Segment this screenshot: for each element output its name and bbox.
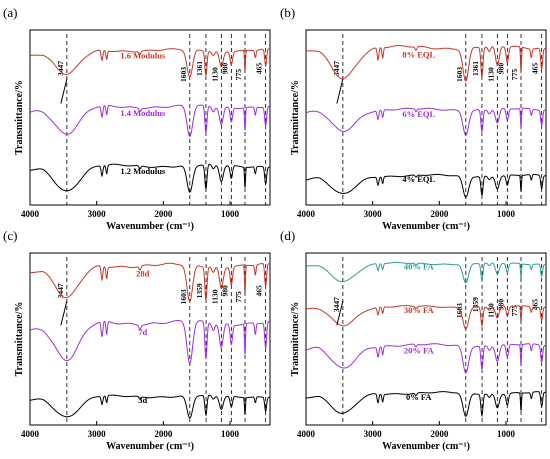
series-label: 1.2 Modulus xyxy=(120,166,166,176)
peak-label: 1361 xyxy=(471,61,480,76)
x-tick-label: 2000 xyxy=(430,209,449,219)
x-axis-label: Wavenumber (cm⁻¹) xyxy=(382,221,470,232)
peak-label: 980 xyxy=(220,285,229,297)
x-tick-label: 1000 xyxy=(221,429,240,439)
peak-label: 1603 xyxy=(179,289,188,304)
series-label: 1.4 Modulus xyxy=(120,108,166,118)
panel-letter: (c) xyxy=(3,228,17,243)
panel-d: (d) 4000 3000 2000 1000 Wavenumber (cm⁻¹) Tran… xyxy=(280,228,547,452)
peak-label: 465 xyxy=(255,63,264,75)
x-tick-label: 3000 xyxy=(364,429,383,439)
peak-label: 1130 xyxy=(210,289,219,304)
peak-label: 1130 xyxy=(210,67,219,82)
series-line xyxy=(306,391,547,418)
peak-label: 1130 xyxy=(486,303,495,318)
peak-label: 465 xyxy=(531,63,540,75)
peak-label: 980 xyxy=(496,63,505,75)
series-label: 40% FA xyxy=(404,261,435,271)
panel-a: (a) 4000 3000 2000 1000 Wavenumber (cm⁻¹) Tran… xyxy=(3,5,271,232)
x-tick-label: 3000 xyxy=(88,209,107,219)
series-label: 6% EQL xyxy=(402,109,435,119)
series-label: 30% FA xyxy=(404,305,435,315)
peak-label: 3447 xyxy=(332,61,341,76)
panel-letter: (b) xyxy=(280,5,295,20)
series-label: 4% EQL xyxy=(402,174,435,184)
series-line xyxy=(29,320,271,364)
x-axis-label: Wavenumber (cm⁻¹) xyxy=(106,441,194,452)
peak-label: 3447 xyxy=(56,61,65,76)
x-tick-label: 4000 xyxy=(297,209,316,219)
plot-frame xyxy=(29,29,271,206)
series-line xyxy=(30,394,270,419)
peak-label: 465 xyxy=(531,299,540,311)
x-tick-label: 4000 xyxy=(21,429,40,439)
plot-frame xyxy=(305,252,547,426)
series-label: 20% FA xyxy=(404,345,435,355)
x-tick-label: 4000 xyxy=(21,209,40,219)
peak-label: 1603 xyxy=(455,67,464,82)
series-line xyxy=(29,163,270,193)
y-axis-label: Transmittance/% xyxy=(14,80,25,155)
y-axis-label: Transmittance/% xyxy=(290,302,301,377)
series-line xyxy=(29,262,271,302)
series-line xyxy=(305,343,547,374)
x-tick-label: 2000 xyxy=(154,209,173,219)
x-tick-label: 2000 xyxy=(430,429,449,439)
series-line xyxy=(305,44,547,82)
peak-label: 980 xyxy=(496,299,505,311)
panel-letter: (d) xyxy=(280,228,295,243)
peak-label: 465 xyxy=(255,285,264,297)
plot-frame xyxy=(29,252,271,426)
series-label: 28d xyxy=(136,269,150,279)
series-label: 7d xyxy=(138,327,147,337)
x-tick-label: 3000 xyxy=(364,209,383,219)
series-line xyxy=(305,305,546,330)
peak-arrow xyxy=(60,78,68,104)
panel-letter: (a) xyxy=(3,5,17,20)
peak-label: 980 xyxy=(220,63,229,75)
peak-label: 1603 xyxy=(455,303,464,318)
series-line xyxy=(29,104,271,137)
plot-frame xyxy=(305,29,547,206)
y-axis-label: Transmittance/% xyxy=(290,80,301,155)
peak-arrow xyxy=(60,301,68,326)
series-line xyxy=(306,261,547,284)
x-tick-label: 3000 xyxy=(88,429,107,439)
peak-arrow xyxy=(336,301,344,326)
peak-label: 3447 xyxy=(56,283,65,298)
peak-label: 775 xyxy=(510,305,519,317)
panel-c: (c) 4000 3000 2000 1000 Wavenumber (cm⁻¹) Tran… xyxy=(3,228,271,452)
series-line xyxy=(305,107,547,136)
x-tick-label: 4000 xyxy=(297,429,316,439)
x-tick-label: 1000 xyxy=(497,209,516,219)
series-label: 3d xyxy=(138,395,147,405)
x-tick-label: 1000 xyxy=(497,429,516,439)
series-label: 0% FA xyxy=(406,392,432,402)
x-axis-label: Wavenumber (cm⁻¹) xyxy=(382,441,470,452)
peak-label: 1361 xyxy=(195,61,204,76)
peak-label: 3447 xyxy=(332,297,341,312)
x-tick-label: 1000 xyxy=(221,209,240,219)
peak-label: 775 xyxy=(234,69,243,81)
peak-label: 1359 xyxy=(195,283,204,298)
y-axis-label: Transmittance/% xyxy=(14,302,25,377)
peak-arrow xyxy=(336,78,344,104)
series-label: 8% EQL xyxy=(402,49,435,59)
peak-label: 1603 xyxy=(179,67,188,82)
peak-label: 775 xyxy=(510,69,519,81)
peak-label: 775 xyxy=(234,291,243,303)
series-line xyxy=(305,173,546,198)
peak-label: 1130 xyxy=(486,67,495,82)
peak-label: 1359 xyxy=(471,297,480,312)
x-tick-label: 2000 xyxy=(154,429,173,439)
panel-b: (b) 4000 3000 2000 1000 Wavenumber (cm⁻¹) Tran… xyxy=(280,5,547,232)
series-line xyxy=(29,48,271,78)
series-label: 1.6 Modulus xyxy=(120,51,166,61)
x-axis-label: Wavenumber (cm⁻¹) xyxy=(106,221,194,232)
